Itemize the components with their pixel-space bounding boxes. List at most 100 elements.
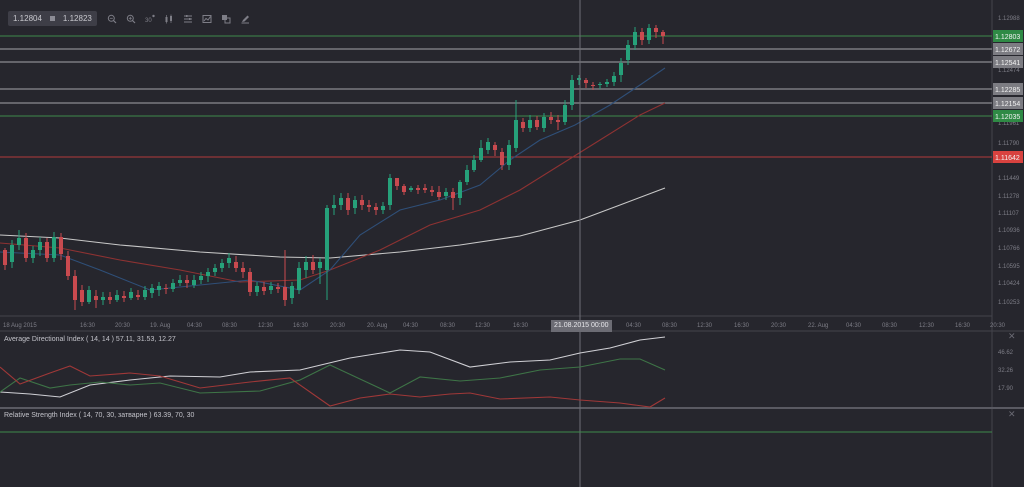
candle-body[interactable]	[199, 276, 203, 280]
candle-body[interactable]	[234, 262, 238, 268]
candle-body[interactable]	[171, 283, 175, 289]
candle-body[interactable]	[318, 262, 322, 268]
candle-body[interactable]	[367, 205, 371, 207]
candle-body[interactable]	[591, 85, 595, 86]
candle-body[interactable]	[563, 105, 567, 122]
candle-body[interactable]	[353, 200, 357, 208]
candle-body[interactable]	[276, 287, 280, 289]
candle-body[interactable]	[157, 286, 161, 290]
candle-body[interactable]	[10, 245, 14, 262]
candle-body[interactable]	[115, 295, 119, 300]
bid-ask-box[interactable]: 1.12804 1.12823	[8, 11, 97, 26]
candle-body[interactable]	[24, 238, 28, 258]
candle-body[interactable]	[297, 268, 301, 290]
candle-body[interactable]	[402, 186, 406, 192]
candle-body[interactable]	[444, 192, 448, 196]
candle-body[interactable]	[437, 192, 441, 197]
candle-body[interactable]	[52, 237, 56, 258]
candle-body[interactable]	[66, 256, 70, 276]
candle-body[interactable]	[185, 280, 189, 283]
candle-body[interactable]	[409, 188, 413, 190]
zoom-in-icon[interactable]	[124, 11, 139, 26]
candle-body[interactable]	[360, 200, 364, 205]
candle-body[interactable]	[248, 272, 252, 292]
draw-icon[interactable]	[238, 11, 253, 26]
candle-body[interactable]	[395, 178, 399, 186]
candle-body[interactable]	[101, 297, 105, 300]
candle-body[interactable]	[633, 32, 637, 45]
candle-body[interactable]	[213, 268, 217, 272]
candle-body[interactable]	[220, 263, 224, 268]
layers-icon[interactable]	[219, 11, 234, 26]
candle-body[interactable]	[122, 296, 126, 298]
candle-body[interactable]	[465, 170, 469, 182]
candle-body[interactable]	[346, 198, 350, 210]
candle-body[interactable]	[542, 117, 546, 128]
candle-body[interactable]	[164, 288, 168, 289]
candle-body[interactable]	[598, 84, 602, 85]
candle-body[interactable]	[31, 250, 35, 258]
candle-body[interactable]	[374, 207, 378, 210]
candle-body[interactable]	[500, 152, 504, 165]
candle-body[interactable]	[472, 160, 476, 170]
candle-body[interactable]	[451, 192, 455, 198]
candle-body[interactable]	[619, 63, 623, 75]
candle-body[interactable]	[514, 120, 518, 148]
zoom-out-icon[interactable]	[105, 11, 120, 26]
candle-body[interactable]	[206, 272, 210, 276]
candle-body[interactable]	[486, 142, 490, 150]
candle-body[interactable]	[479, 148, 483, 160]
candle-body[interactable]	[3, 250, 7, 265]
candle-body[interactable]	[430, 190, 434, 192]
candle-body[interactable]	[178, 280, 182, 283]
candle-body[interactable]	[73, 276, 77, 300]
candle-body[interactable]	[493, 145, 497, 150]
candle-body[interactable]	[255, 286, 259, 292]
candle-body[interactable]	[80, 290, 84, 302]
candle-body[interactable]	[283, 287, 287, 300]
candle-body[interactable]	[94, 296, 98, 300]
candle-body[interactable]	[535, 120, 539, 127]
candle-body[interactable]	[325, 208, 329, 270]
candle-body[interactable]	[143, 290, 147, 297]
candle-body[interactable]	[640, 32, 644, 40]
candle-body[interactable]	[577, 78, 581, 80]
candle-body[interactable]	[150, 288, 154, 293]
candle-body[interactable]	[290, 286, 294, 298]
candle-body[interactable]	[241, 268, 245, 272]
candle-body[interactable]	[556, 120, 560, 122]
candle-body[interactable]	[262, 287, 266, 291]
candle-body[interactable]	[612, 76, 616, 82]
candle-type-icon[interactable]	[162, 11, 177, 26]
candle-body[interactable]	[311, 262, 315, 270]
candle-body[interactable]	[332, 205, 336, 208]
candle-body[interactable]	[59, 237, 63, 254]
candle-body[interactable]	[136, 295, 140, 297]
candle-body[interactable]	[304, 262, 308, 270]
candle-body[interactable]	[17, 238, 21, 245]
candle-body[interactable]	[38, 242, 42, 250]
rsi-close-icon[interactable]: ✕	[1008, 409, 1016, 419]
candle-body[interactable]	[388, 178, 392, 205]
candle-body[interactable]	[45, 242, 49, 258]
timeframe-icon[interactable]: 30	[143, 11, 158, 26]
candle-body[interactable]	[528, 120, 532, 128]
candle-body[interactable]	[227, 258, 231, 263]
candle-body[interactable]	[458, 182, 462, 198]
candle-body[interactable]	[87, 290, 91, 302]
candle-body[interactable]	[654, 28, 658, 32]
candle-body[interactable]	[108, 297, 112, 300]
candle-body[interactable]	[584, 80, 588, 83]
indicators-icon[interactable]	[181, 11, 196, 26]
candle-body[interactable]	[192, 280, 196, 285]
candle-body[interactable]	[626, 45, 630, 60]
candle-body[interactable]	[507, 145, 511, 165]
candle-body[interactable]	[416, 188, 420, 190]
candle-body[interactable]	[423, 188, 427, 190]
candle-body[interactable]	[381, 206, 385, 210]
candle-body[interactable]	[661, 32, 665, 36]
candle-body[interactable]	[570, 80, 574, 105]
candle-body[interactable]	[269, 286, 273, 290]
adx-close-icon[interactable]: ✕	[1008, 331, 1016, 341]
